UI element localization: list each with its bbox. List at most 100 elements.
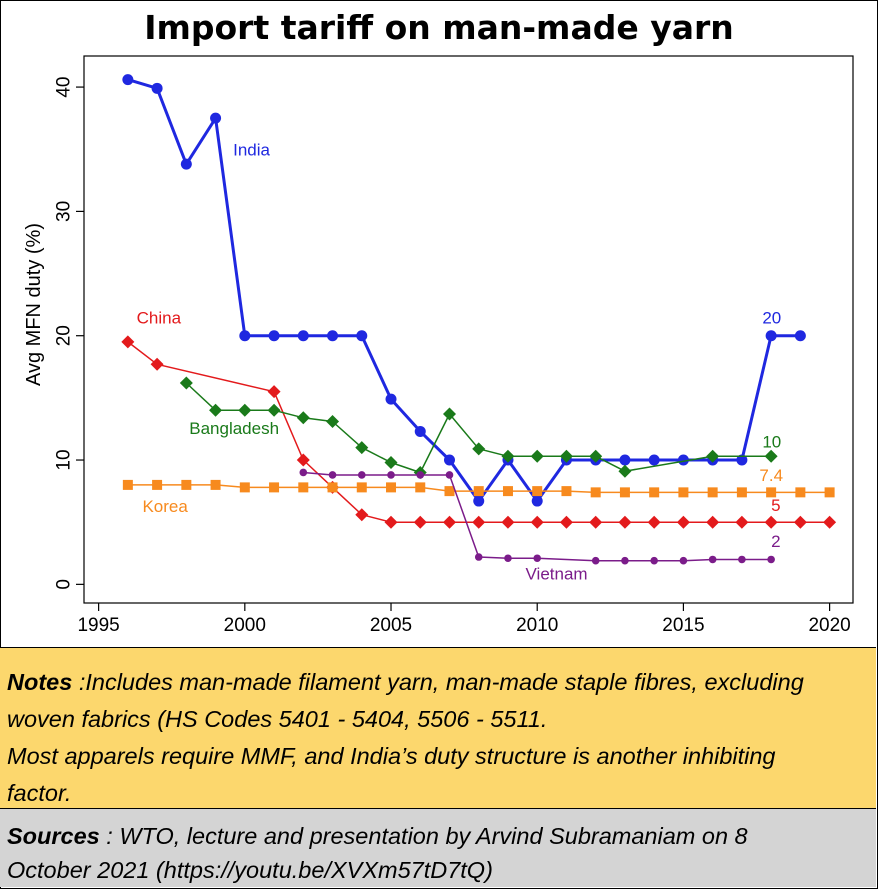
data-point-india <box>473 495 485 507</box>
data-point-india <box>122 74 134 86</box>
data-point-india <box>327 330 339 342</box>
data-point-bangladesh <box>442 407 456 421</box>
data-point-vietnam <box>474 553 483 561</box>
notes-line-3: Most apparels require MMF, and India’s d… <box>7 743 776 769</box>
y-axis-label: Avg MFN duty (%) <box>23 223 45 386</box>
data-point-china <box>355 508 369 522</box>
data-point-korea <box>239 482 250 493</box>
data-point-vietnam <box>738 555 746 564</box>
data-point-korea <box>795 487 806 498</box>
data-point-china <box>618 515 632 529</box>
data-point-china <box>706 515 720 529</box>
data-point-vietnam <box>445 471 454 479</box>
annotation-label: Vietnam <box>526 564 588 583</box>
data-point-korea <box>210 479 221 490</box>
data-point-bangladesh <box>355 441 369 455</box>
data-point-korea <box>619 487 630 498</box>
data-point-korea <box>298 482 309 493</box>
data-point-bangladesh <box>384 456 398 470</box>
data-point-china <box>501 515 515 529</box>
data-point-bangladesh <box>326 414 340 428</box>
series-line-vietnam <box>303 471 772 562</box>
data-point-bangladesh <box>267 403 281 417</box>
data-point-vietnam <box>504 554 512 563</box>
x-tick-label: 2005 <box>370 615 412 636</box>
data-point-bangladesh <box>472 442 486 456</box>
data-point-korea <box>707 487 718 498</box>
annotation-label: 20 <box>762 308 781 327</box>
data-point-vietnam <box>387 471 395 479</box>
y-tick-label: 30 <box>54 201 75 222</box>
data-point-vietnam <box>328 471 337 479</box>
data-point-china <box>764 515 778 529</box>
annotation-label: China <box>137 308 182 327</box>
x-tick-label: 2010 <box>516 615 558 636</box>
data-point-korea <box>444 486 455 497</box>
data-point-india <box>151 82 163 94</box>
data-point-bangladesh <box>238 403 252 417</box>
data-point-china <box>530 515 544 529</box>
data-point-india <box>794 330 806 342</box>
annotation-label: 10 <box>762 433 781 452</box>
y-tick-label: 0 <box>54 579 75 590</box>
data-point-korea <box>415 482 426 493</box>
data-point-india <box>180 158 192 170</box>
data-point-china <box>121 335 135 349</box>
y-tick-label: 40 <box>54 77 75 98</box>
data-point-bangladesh <box>589 449 603 463</box>
data-point-india <box>239 330 251 342</box>
data-point-bangladesh <box>618 464 632 478</box>
data-point-bangladesh <box>501 449 515 463</box>
annotation-label: 5 <box>771 496 780 515</box>
data-point-vietnam <box>708 555 717 564</box>
data-point-korea <box>532 486 543 497</box>
sources-line-1: Sources : WTO, lecture and presentation … <box>7 819 868 853</box>
data-point-bangladesh <box>296 411 310 425</box>
data-point-china <box>647 515 661 529</box>
data-point-china <box>793 515 807 529</box>
x-tick-label: 1995 <box>77 615 119 636</box>
sources-box: Sources : WTO, lecture and presentation … <box>0 809 876 887</box>
data-point-india <box>297 330 309 342</box>
notes-box: Notes :Includes man-made filament yarn, … <box>0 647 876 809</box>
data-point-korea <box>824 487 835 498</box>
data-point-india <box>443 454 455 466</box>
x-tick-label: 2000 <box>224 615 266 636</box>
data-point-korea <box>502 486 513 497</box>
data-point-vietnam <box>533 554 542 563</box>
data-point-china <box>676 515 690 529</box>
notes-line-2: woven fabrics (HS Codes 5401 - 5404, 550… <box>7 706 548 732</box>
data-point-bangladesh <box>706 449 720 463</box>
notes-label: Notes <box>7 669 73 695</box>
data-point-korea <box>386 482 397 493</box>
data-point-china <box>384 515 398 529</box>
data-point-china <box>296 453 310 467</box>
data-point-vietnam <box>299 468 308 477</box>
notes-text-1: :Includes man-made filament yarn, man-ma… <box>72 669 804 695</box>
data-point-korea <box>152 479 163 490</box>
data-point-china <box>559 515 573 529</box>
annotation-label: Korea <box>142 497 188 516</box>
plot-area <box>83 55 854 604</box>
data-point-bangladesh <box>559 449 573 463</box>
notes-line-1: Notes :Includes man-made filament yarn, … <box>7 664 868 701</box>
data-point-bangladesh <box>179 376 193 390</box>
data-point-korea <box>561 486 572 497</box>
data-point-korea <box>678 487 689 498</box>
data-point-vietnam <box>621 556 629 565</box>
data-point-india <box>356 330 368 342</box>
data-point-china <box>442 515 456 529</box>
data-point-india <box>268 330 280 342</box>
data-point-india <box>619 454 631 466</box>
data-point-india <box>765 330 777 342</box>
data-point-vietnam <box>679 556 688 565</box>
data-point-korea <box>473 486 484 497</box>
data-point-india <box>210 112 222 124</box>
data-point-china <box>267 385 281 399</box>
data-point-china <box>735 515 749 529</box>
annotation-label: Bangladesh <box>189 419 279 438</box>
annotation-label: India <box>233 140 270 159</box>
sources-label: Sources <box>7 823 100 849</box>
data-point-china <box>589 515 603 529</box>
